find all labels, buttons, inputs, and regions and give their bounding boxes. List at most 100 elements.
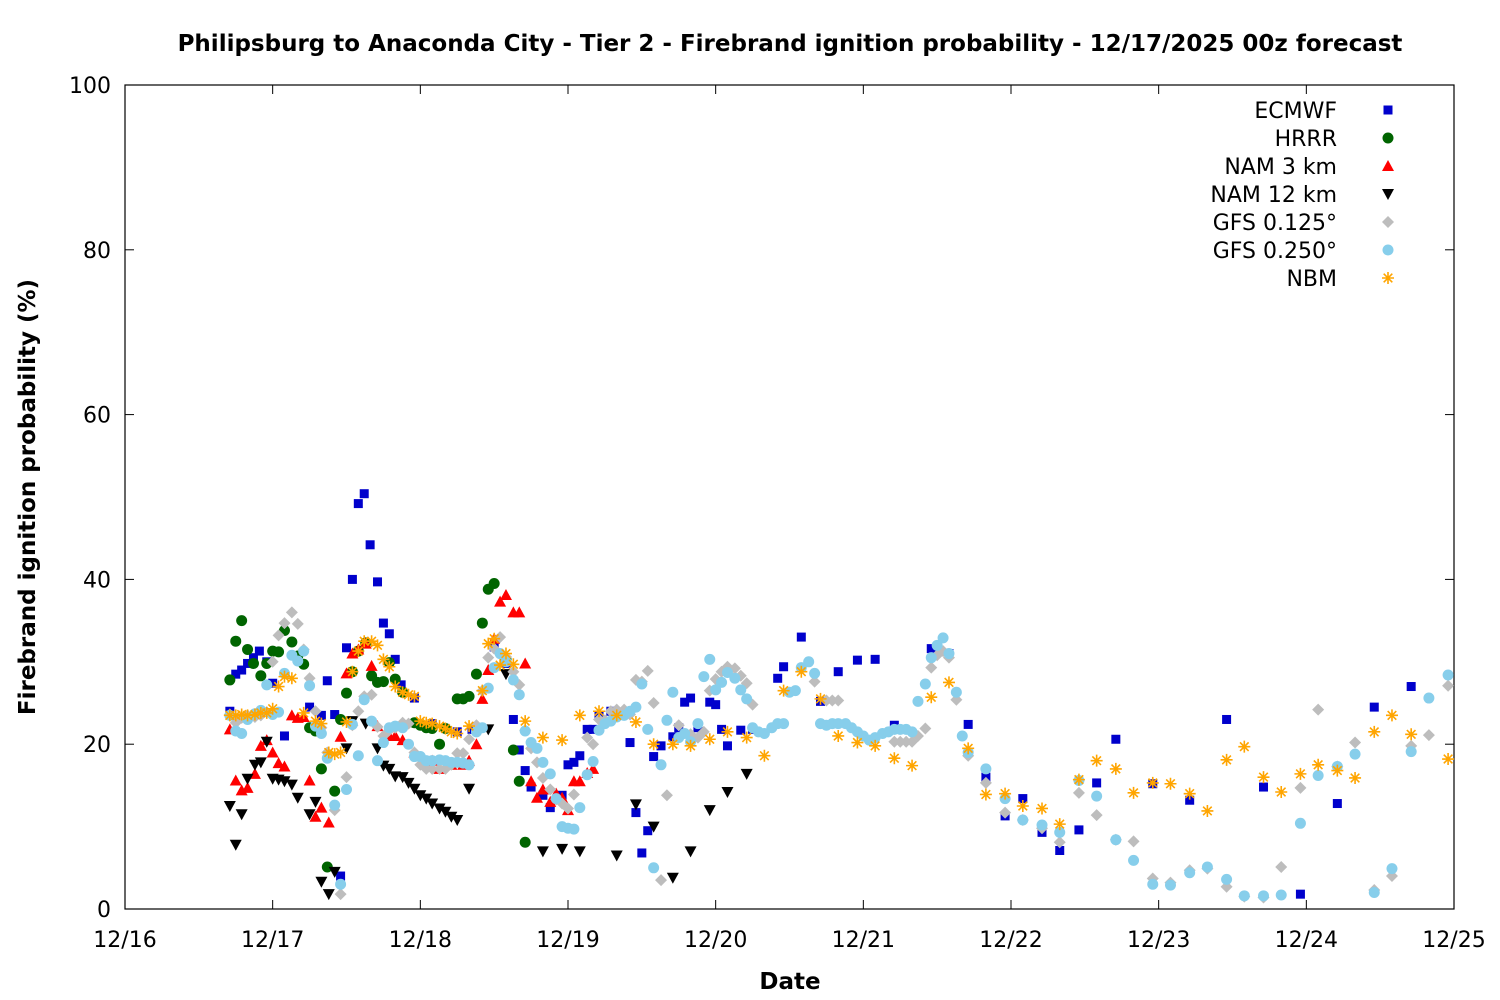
y-tick-label: 60 xyxy=(83,404,111,429)
data-point-nbm xyxy=(1312,758,1325,771)
data-point-nam-12-km xyxy=(647,821,660,833)
data-point-nbm xyxy=(1349,771,1362,784)
data-point-gfs-0-250 xyxy=(298,645,310,657)
data-point-nam-3-km xyxy=(229,774,242,786)
legend: ECMWF HRRR NAM 3 km NAM 12 km GFS 0.125° GFS … xyxy=(1210,99,1394,292)
data-point-gfs-0-125 xyxy=(291,617,304,630)
data-point-gfs-0-250 xyxy=(321,752,333,764)
data-point-nbm xyxy=(248,708,261,721)
x-tick-label: 12/22 xyxy=(979,928,1042,953)
data-point-nam-3-km xyxy=(346,647,359,659)
data-point-gfs-0-250 xyxy=(1349,748,1361,760)
data-point-ecmwf xyxy=(514,745,524,755)
data-point-gfs-0-125 xyxy=(562,802,574,815)
data-point-gfs-0-125 xyxy=(340,771,353,784)
data-point-ecmwf xyxy=(736,725,746,735)
x-tick-label: 12/25 xyxy=(1422,928,1485,953)
data-point-gfs-0-250 xyxy=(648,862,660,874)
data-point-ecmwf xyxy=(563,760,573,770)
data-point-ecmwf xyxy=(582,724,592,734)
data-point-nbm xyxy=(383,660,396,673)
y-tick-label: 0 xyxy=(97,898,111,923)
data-point-ecmwf xyxy=(717,724,727,734)
data-point-gfs-0-250 xyxy=(1184,867,1196,879)
data-point-nbm xyxy=(346,665,359,678)
data-point-nam-12-km xyxy=(433,803,446,815)
data-point-nbm xyxy=(1368,725,1381,738)
data-point-gfs-0-250 xyxy=(956,730,968,742)
data-point-gfs-0-125 xyxy=(426,762,439,775)
data-point-nam-3-km xyxy=(530,791,543,803)
data-point-nbm xyxy=(1294,767,1307,780)
data-point-gfs-0-125 xyxy=(647,697,660,709)
data-point-nbm xyxy=(740,731,753,744)
data-point-gfs-0-125 xyxy=(285,606,298,619)
data-point-gfs-0-125 xyxy=(334,888,347,901)
data-point-ecmwf xyxy=(384,629,394,639)
data-point-ecmwf xyxy=(1111,734,1121,744)
data-point-hrrr xyxy=(341,687,352,699)
data-point-hrrr xyxy=(513,775,525,787)
data-point-nam-12-km xyxy=(402,777,415,789)
data-point-nam-12-km xyxy=(328,866,341,878)
data-point-nbm xyxy=(684,739,697,752)
x-tick-label: 12/21 xyxy=(832,928,895,953)
data-point-nbm xyxy=(488,632,501,645)
data-point-ecmwf xyxy=(526,782,536,792)
data-point-gfs-0-250 xyxy=(1238,890,1250,902)
data-point-nbm xyxy=(463,720,476,733)
data-point-gfs-0-125 xyxy=(457,747,470,760)
data-point-nbm xyxy=(610,709,623,722)
data-point-nam-12-km xyxy=(408,783,421,795)
data-point-hrrr xyxy=(434,738,446,750)
data-point-ecmwf xyxy=(631,808,641,818)
data-point-ecmwf xyxy=(508,714,518,724)
data-point-nbm xyxy=(340,715,353,728)
data-point-nbm xyxy=(433,720,446,733)
data-point-nam-12-km xyxy=(396,772,409,784)
data-point-ecmwf xyxy=(520,766,530,776)
data-point-gfs-0-125 xyxy=(544,783,557,796)
data-point-nbm xyxy=(1183,787,1196,800)
data-point-ecmwf xyxy=(686,693,696,703)
data-point-ecmwf xyxy=(680,697,690,707)
data-point-nam-12-km xyxy=(439,806,452,818)
data-point-gfs-0-250 xyxy=(1423,692,1435,704)
data-point-ecmwf xyxy=(365,540,375,550)
data-point-nam-12-km xyxy=(229,839,242,851)
data-point-nam-12-km xyxy=(536,846,549,858)
data-point-nam-3-km xyxy=(309,810,322,822)
data-point-hrrr xyxy=(470,668,482,680)
data-point-hrrr xyxy=(329,785,341,797)
data-point-nam-12-km xyxy=(285,779,298,791)
data-point-nam-12-km xyxy=(291,792,304,804)
data-point-gfs-0-250 xyxy=(931,639,943,651)
data-point-gfs-0-125 xyxy=(567,788,580,801)
data-point-nbm xyxy=(315,717,328,730)
data-point-nbm xyxy=(1053,818,1066,831)
data-point-gfs-0-250 xyxy=(507,674,519,686)
data-point-nbm xyxy=(352,645,365,658)
data-point-nbm xyxy=(814,692,827,705)
data-point-nam-12-km xyxy=(315,876,328,888)
legend-label-nam-3-km: NAM 3 km xyxy=(1224,155,1337,180)
data-point-gfs-0-125 xyxy=(641,664,654,677)
data-point-gfs-0-125 xyxy=(266,655,279,668)
data-point-nbm xyxy=(942,676,955,689)
data-point-ecmwf xyxy=(268,678,278,688)
data-point-nbm xyxy=(1385,709,1398,722)
data-point-ecmwf xyxy=(963,719,973,729)
data-point-gfs-0-250 xyxy=(292,655,304,667)
data-point-ecmwf xyxy=(649,752,659,762)
data-point-nbm xyxy=(851,736,864,749)
data-point-nam-3-km xyxy=(303,774,316,786)
data-point-ecmwf xyxy=(322,676,332,686)
data-point-ecmwf xyxy=(545,803,555,813)
data-point-gfs-0-125 xyxy=(1275,860,1288,873)
data-point-nbm xyxy=(235,708,248,721)
legend-marker-gfs-0-125 xyxy=(1382,216,1394,228)
data-point-nam-3-km xyxy=(513,606,526,618)
legend-marker-nam-3-km xyxy=(1382,160,1394,171)
data-point-gfs-0-250 xyxy=(513,689,525,701)
data-point-nam-12-km xyxy=(666,872,679,884)
